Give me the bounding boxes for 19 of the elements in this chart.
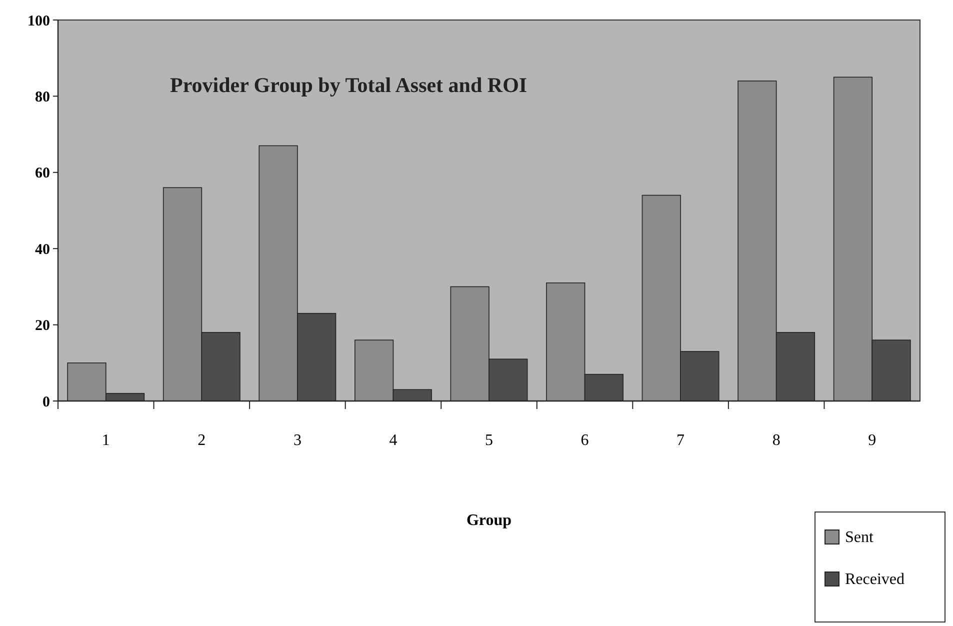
x-tick-label: 7 [676, 432, 685, 449]
y-tick-label: 100 [28, 13, 50, 30]
y-tick-label: 60 [35, 166, 50, 182]
y-tick-label: 20 [35, 318, 50, 334]
x-tick-label: 9 [868, 432, 876, 449]
y-tick-label: 80 [35, 89, 50, 106]
x-tick-label: 6 [580, 432, 589, 449]
x-tick-label: 1 [102, 432, 110, 449]
y-tick-label: 40 [35, 242, 50, 258]
y-tick-label: 0 [42, 394, 50, 410]
x-tick-label: 3 [293, 432, 302, 449]
x-tick-label: 5 [485, 432, 493, 449]
x-tick-label: 4 [389, 432, 398, 449]
text: Provider Group by Total Asset and ROI [170, 73, 528, 97]
legend-label: Received [845, 571, 905, 588]
x-axis-title: Group [466, 512, 512, 529]
x-tick-label: 8 [772, 432, 780, 449]
x-tick-label: 2 [198, 432, 206, 449]
legend-label: Sent [845, 529, 874, 546]
